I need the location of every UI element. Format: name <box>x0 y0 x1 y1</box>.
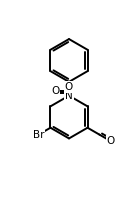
Text: O: O <box>51 86 59 96</box>
Text: O: O <box>65 82 73 92</box>
Text: N: N <box>65 91 73 101</box>
Text: O: O <box>107 136 115 146</box>
Text: Br: Br <box>33 130 44 140</box>
